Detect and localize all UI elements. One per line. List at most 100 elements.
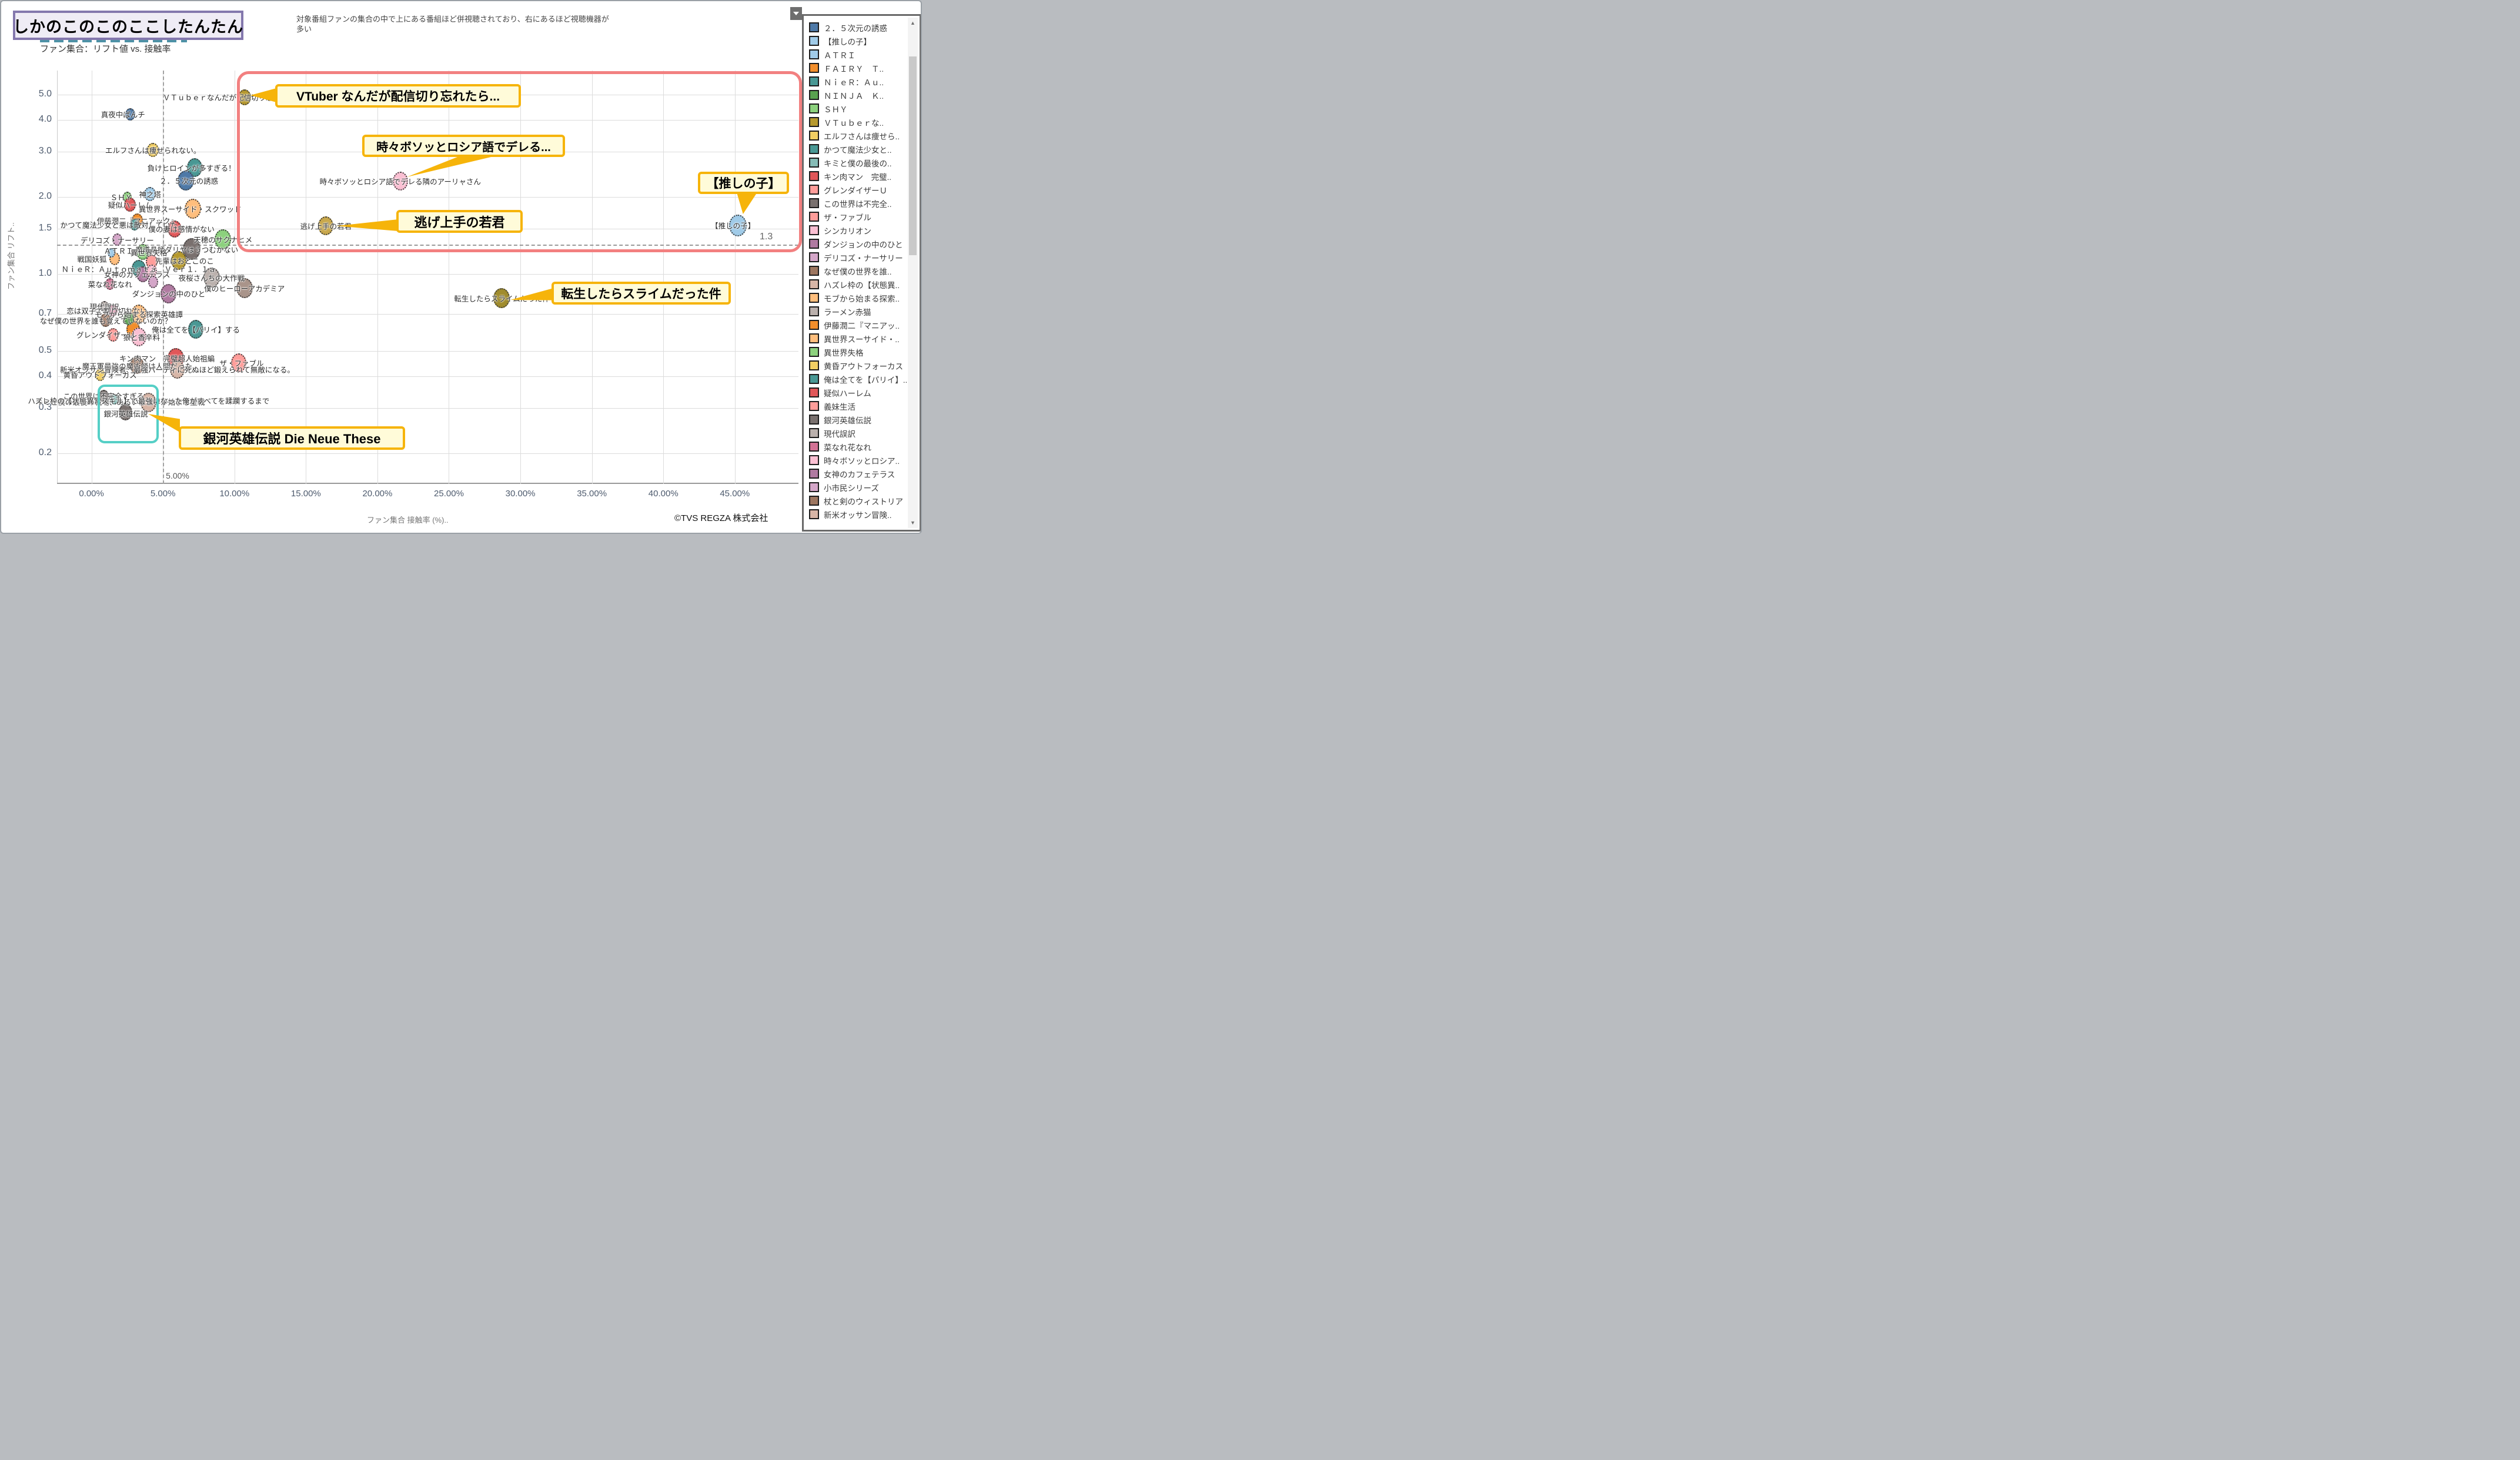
- scatter-point-label: ダンジョンの中のひと: [132, 290, 206, 299]
- legend-item[interactable]: 伊藤潤二『マニアッ..: [804, 318, 900, 332]
- legend-item[interactable]: ＮｉｅＲ：Ａｕ..: [804, 75, 884, 88]
- legend-color-swatch: [809, 320, 819, 330]
- legend-item[interactable]: ダンジョンの中のひと: [804, 237, 903, 250]
- legend-item-label: 菜なれ花なれ: [824, 443, 871, 452]
- x-tick-label: 0.00%: [79, 489, 104, 499]
- scatter-point[interactable]: [148, 276, 158, 289]
- scatter-point[interactable]: [124, 197, 136, 212]
- scatter-point[interactable]: [203, 267, 220, 288]
- scatter-point[interactable]: [112, 233, 122, 246]
- scatter-point[interactable]: [144, 187, 156, 202]
- scatter-point-label: 黄昏アウトフォーカス: [63, 371, 137, 380]
- scatter-point[interactable]: [392, 172, 408, 191]
- legend-item[interactable]: ＶＴｕｂｅｒな..: [804, 115, 884, 129]
- legend-item[interactable]: かつて魔法少女と..: [804, 142, 892, 156]
- legend-color-swatch: [809, 293, 819, 303]
- legend-item[interactable]: 異世界失格: [804, 345, 864, 359]
- legend-color-swatch: [809, 131, 819, 141]
- scatter-point[interactable]: [236, 278, 253, 299]
- scatter-point[interactable]: [95, 368, 105, 381]
- legend-item[interactable]: ハズレ枠の【状態異..: [804, 278, 900, 291]
- legend-item[interactable]: ＳＨＹ: [804, 102, 848, 115]
- legend-item[interactable]: キミと僕の最後の..: [804, 156, 892, 169]
- legend-item[interactable]: 菜なれ花なれ: [804, 440, 871, 453]
- legend-item[interactable]: モブから始まる探索..: [804, 291, 900, 305]
- legend-item[interactable]: キン肉マン 完璧..: [804, 169, 891, 183]
- scatter-point[interactable]: [188, 319, 204, 339]
- legend-item[interactable]: ２．５次元の誘惑: [804, 21, 887, 34]
- legend-item-label: ＶＴｕｂｅｒな..: [824, 118, 884, 128]
- legend-item[interactable]: この世界は不完全..: [804, 196, 892, 210]
- legend-item[interactable]: 異世界スーサイド・..: [804, 332, 900, 345]
- scatter-point[interactable]: [130, 357, 145, 375]
- legend-item[interactable]: シンカリオン: [804, 223, 871, 237]
- scatter-point[interactable]: [136, 244, 150, 260]
- legend-item[interactable]: ＡＴＲＩ: [804, 48, 855, 61]
- legend-item-label: 小市民シリーズ: [824, 483, 879, 493]
- scatter-point[interactable]: [185, 198, 202, 219]
- scatter-point[interactable]: [169, 360, 185, 379]
- scatter-point[interactable]: [141, 393, 157, 413]
- legend-item-label: 黄昏アウトフォーカス: [824, 362, 903, 371]
- scatter-point[interactable]: [105, 278, 115, 290]
- scatter-point[interactable]: [728, 214, 747, 236]
- scatter-point[interactable]: [318, 216, 334, 236]
- scatter-point[interactable]: [107, 328, 119, 342]
- legend-item[interactable]: 義妹生活: [804, 399, 855, 413]
- scatter-point[interactable]: [167, 220, 182, 238]
- scatter-point[interactable]: [131, 327, 146, 346]
- legend-item[interactable]: 杖と剣のウィストリア: [804, 494, 903, 507]
- legend-item[interactable]: エルフさんは痩せら..: [804, 129, 900, 142]
- legend-color-swatch: [809, 482, 819, 492]
- scatter-point[interactable]: [493, 288, 510, 309]
- legend-item[interactable]: ザ・ファブル: [804, 210, 871, 223]
- scatter-point[interactable]: [108, 305, 118, 317]
- legend-item[interactable]: なぜ僕の世界を誰..: [804, 264, 892, 278]
- highlight-title-text: しかのこのこのここしたんたん: [13, 18, 243, 36]
- scatter-point[interactable]: [129, 218, 139, 230]
- scatter-point[interactable]: [119, 403, 133, 420]
- legend-item[interactable]: デリコズ・ナーサリー: [804, 250, 903, 264]
- legend-dropdown-button[interactable]: [790, 7, 802, 20]
- scatter-point[interactable]: [215, 229, 232, 249]
- scroll-down-icon[interactable]: ▼: [910, 520, 915, 526]
- legend-scrollbar[interactable]: ▲ ▼: [908, 18, 918, 528]
- scatter-point[interactable]: [161, 283, 177, 303]
- scatter-point[interactable]: [125, 108, 135, 121]
- legend-color-swatch: [809, 225, 819, 235]
- legend-item[interactable]: 俺は全てを【パリイ】..: [804, 372, 907, 386]
- legend-color-swatch: [809, 158, 819, 168]
- legend-item[interactable]: 疑似ハーレム: [804, 386, 871, 399]
- legend-item[interactable]: ＦＡＩＲＹ Ｔ..: [804, 61, 884, 75]
- scatter-point[interactable]: [147, 142, 159, 157]
- scatter-point[interactable]: [123, 312, 134, 326]
- legend-item[interactable]: 女神のカフェテラス: [804, 467, 895, 480]
- callout-vtuber: VTuber なんだが配信切り忘れたら...: [275, 84, 521, 108]
- legend-item[interactable]: ラーメン赤猫: [804, 305, 871, 318]
- legend-item[interactable]: グレンダイザーＵ: [804, 183, 887, 196]
- scrollbar-thumb[interactable]: [909, 56, 917, 255]
- scatter-point[interactable]: [100, 313, 112, 328]
- legend-item[interactable]: 【推しの子】: [804, 34, 871, 48]
- scatter-point[interactable]: [178, 170, 195, 191]
- scatter-point-label: 女神のカフェテラス: [103, 270, 171, 279]
- scatter-point-label: グレンダイザーＵ: [76, 331, 136, 340]
- legend-item[interactable]: ＮＩＮＪＡ Ｋ..: [804, 88, 884, 102]
- legend-item[interactable]: 現代誤訳: [804, 426, 855, 440]
- legend-item[interactable]: 小市民シリーズ: [804, 480, 879, 494]
- scatter-point[interactable]: [99, 300, 109, 312]
- y-tick-label: 3.0: [38, 146, 52, 156]
- legend-item[interactable]: 新米オッサン冒険..: [804, 507, 892, 521]
- x-gridline: [734, 71, 736, 484]
- scatter-point[interactable]: [171, 251, 186, 270]
- scatter-point-label: 時々ボソッとロシア語でデレる隣のアーリャさん: [319, 178, 481, 186]
- scroll-up-icon[interactable]: ▲: [910, 20, 915, 26]
- scatter-point[interactable]: [110, 394, 119, 405]
- y-tick-label: 5.0: [38, 89, 52, 99]
- legend-color-swatch: [809, 455, 819, 465]
- scatter-point[interactable]: [108, 248, 116, 258]
- legend-item[interactable]: 銀河英雄伝説: [804, 413, 871, 426]
- scatter-point[interactable]: [231, 353, 247, 373]
- legend-item[interactable]: 黄昏アウトフォーカス: [804, 359, 903, 372]
- legend-item[interactable]: 時々ボソッとロシア..: [804, 453, 900, 467]
